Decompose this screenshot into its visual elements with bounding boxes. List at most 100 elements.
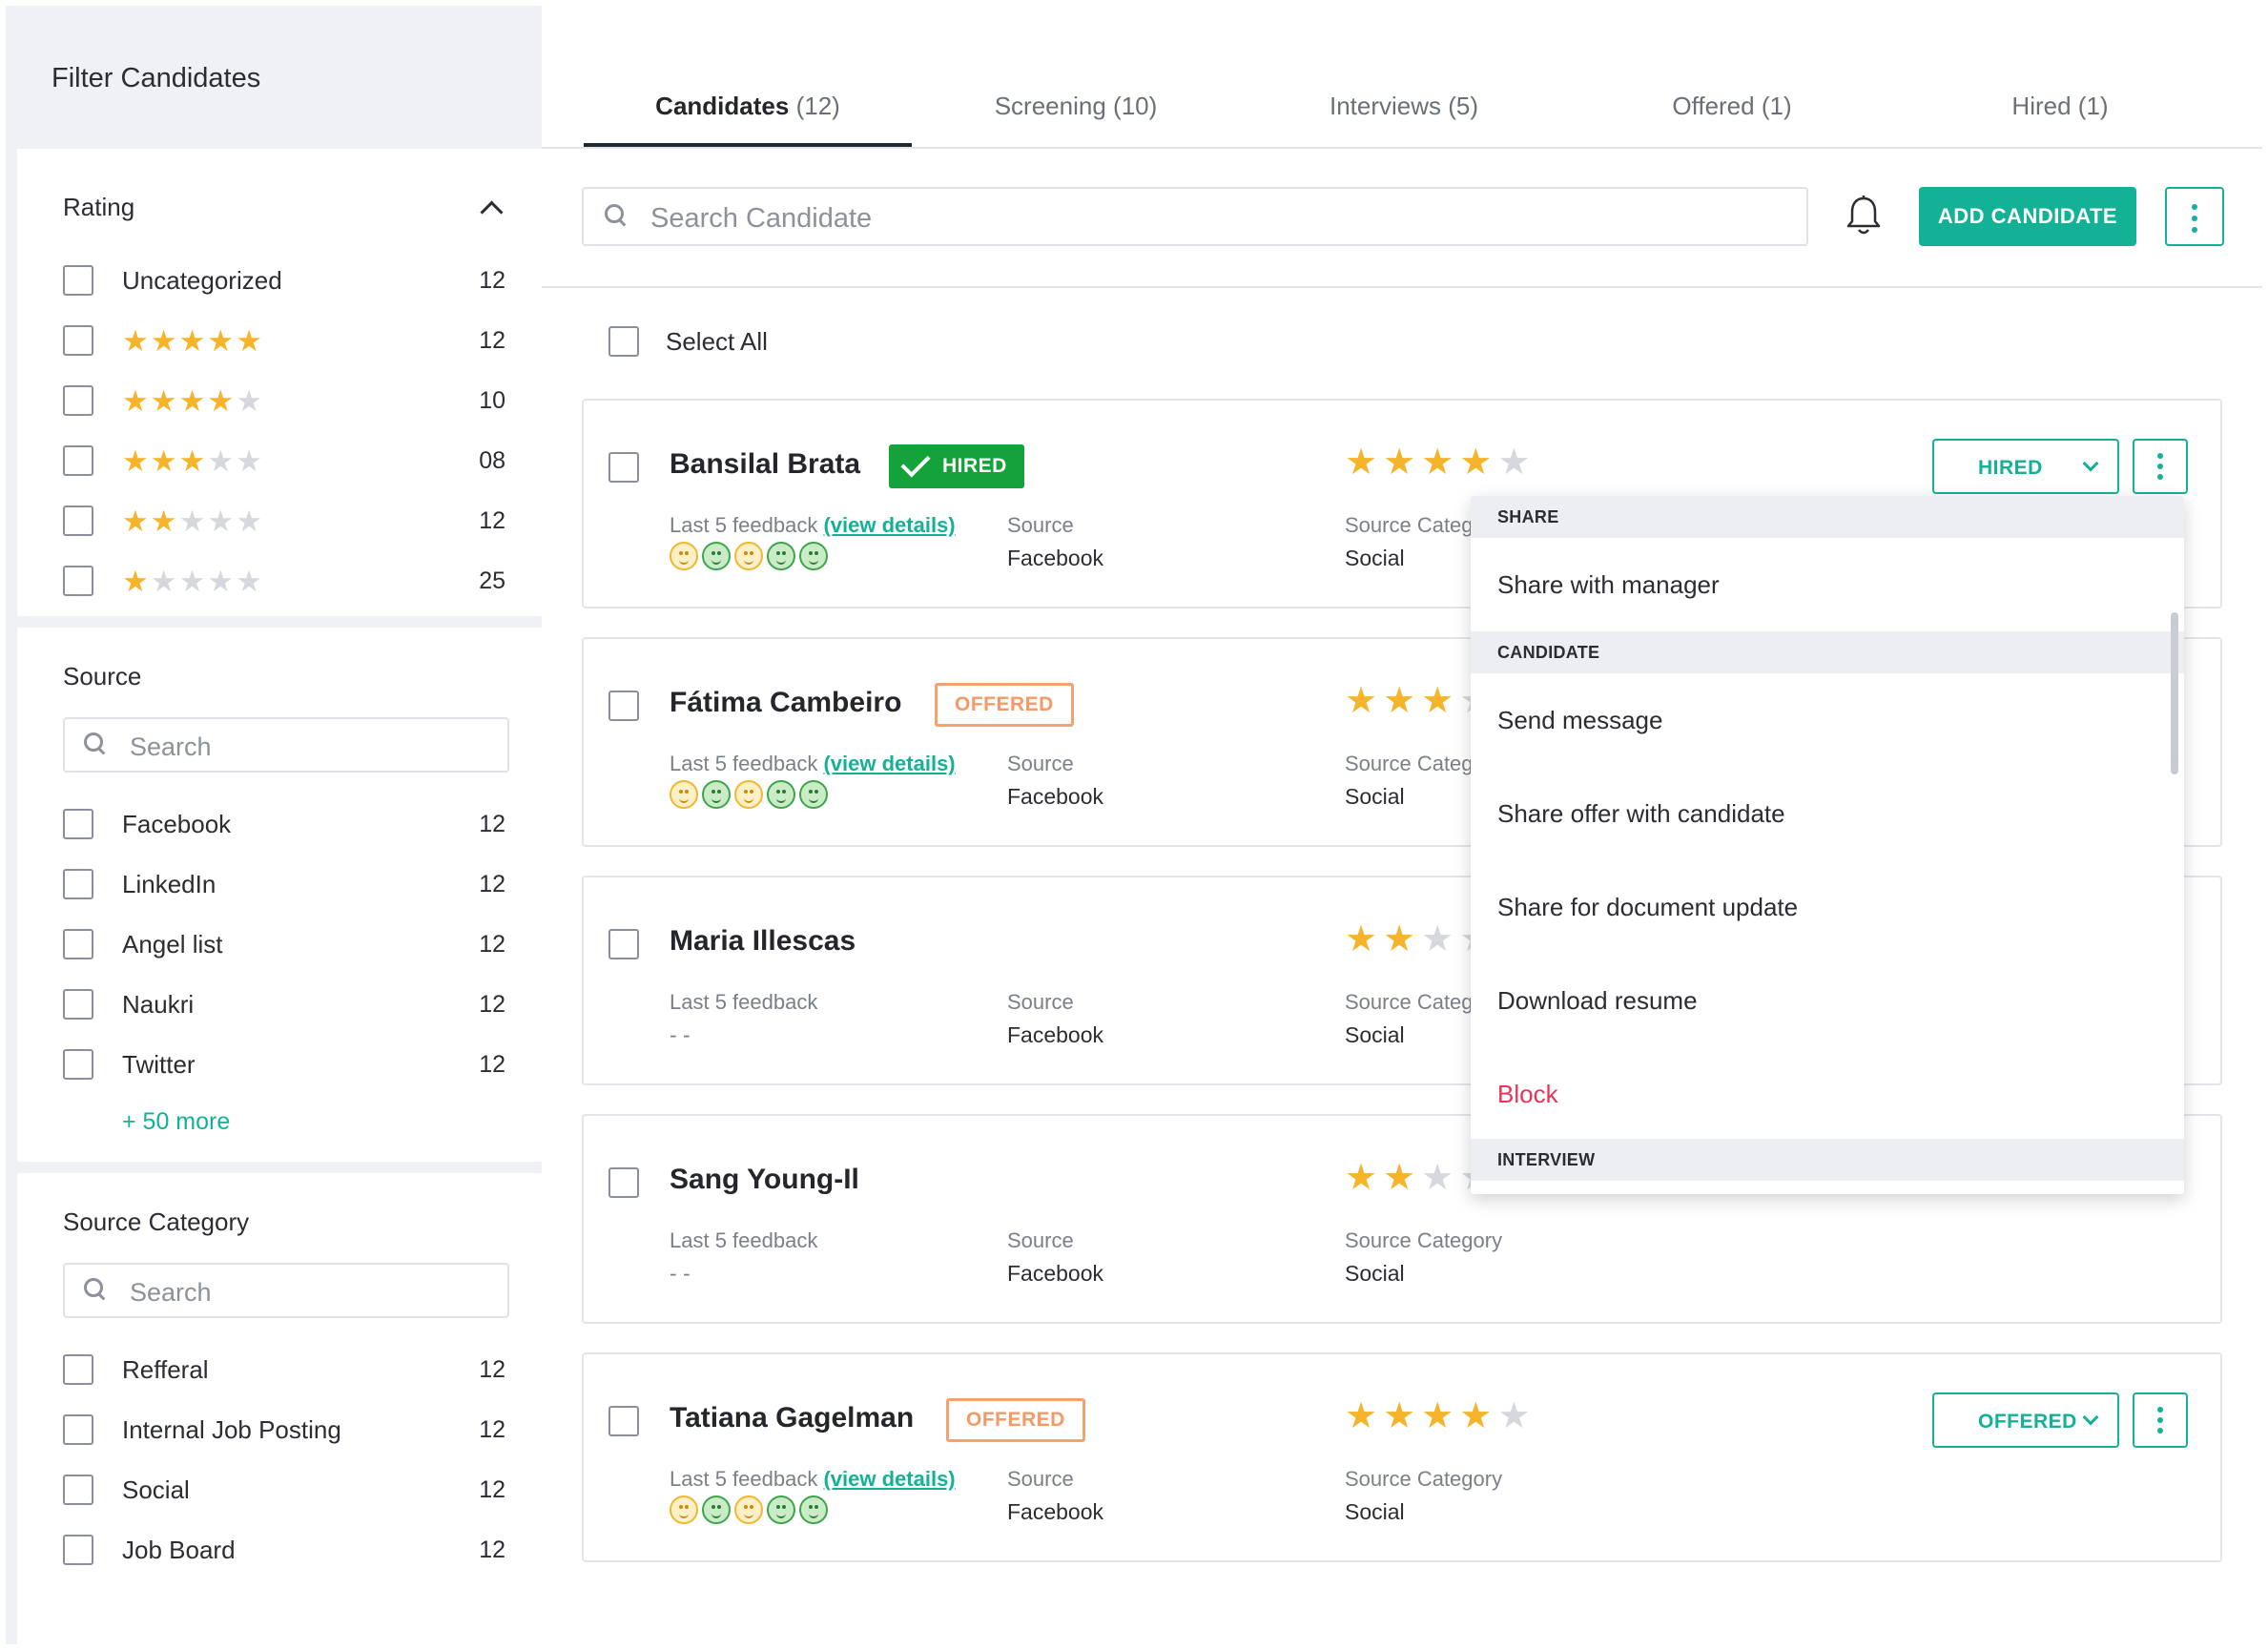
tab-hired[interactable]: Hired (1) bbox=[2011, 92, 2108, 121]
menu-scrollbar[interactable] bbox=[2171, 612, 2178, 774]
tab-screening[interactable]: Screening (10) bbox=[995, 92, 1158, 121]
filter-label: Twitter bbox=[122, 1049, 196, 1079]
candidate-checkbox[interactable] bbox=[608, 1406, 639, 1436]
menu-item-share-offer[interactable]: Share offer with candidate bbox=[1497, 799, 1785, 828]
candidate-name[interactable]: Sang Young-Il bbox=[670, 1164, 859, 1195]
collapse-chevron-icon[interactable] bbox=[480, 200, 504, 224]
checkbox[interactable] bbox=[63, 385, 93, 416]
rating-filter-4-stars[interactable]: ★ ★ ★ ★ ★ 10 bbox=[63, 382, 505, 420]
checkbox[interactable] bbox=[63, 989, 93, 1020]
candidate-name[interactable]: Tatiana Gagelman bbox=[670, 1402, 915, 1433]
source-filter-linkedin[interactable]: LinkedIn 12 bbox=[63, 865, 505, 903]
tab-interviews[interactable]: Interviews (5) bbox=[1330, 92, 1478, 121]
menu-item-download-resume[interactable]: Download resume bbox=[1497, 986, 1698, 1015]
check-icon bbox=[900, 447, 931, 478]
menu-item-share-document-update[interactable]: Share for document update bbox=[1497, 893, 1799, 921]
checkbox[interactable] bbox=[63, 929, 93, 959]
star-rating-icon: ★ ★ ★ ★ ★ bbox=[122, 564, 262, 598]
show-more-sources-link[interactable]: + 50 more bbox=[122, 1108, 231, 1135]
notification-bell-icon[interactable] bbox=[1845, 195, 1883, 237]
candidate-checkbox[interactable] bbox=[608, 929, 639, 959]
menu-item-send-message[interactable]: Send message bbox=[1497, 706, 1663, 734]
checkbox[interactable] bbox=[63, 809, 93, 839]
candidate-menu-button[interactable] bbox=[2133, 1392, 2188, 1448]
source-category-filter-section: Source Category Search Refferal 12 Inter… bbox=[17, 1173, 542, 1644]
status-dropdown[interactable]: HIRED bbox=[1932, 439, 2119, 494]
feedback-label: Last 5 feedback (view details) bbox=[670, 752, 956, 775]
source-heading: Source bbox=[63, 662, 142, 691]
checkbox[interactable] bbox=[63, 265, 93, 296]
source-filter-naukri[interactable]: Naukri 12 bbox=[63, 985, 505, 1023]
category-filter-social[interactable]: Social 12 bbox=[63, 1471, 505, 1509]
candidate-name[interactable]: Fátima Cambeiro bbox=[670, 687, 902, 718]
tab-count: (1) bbox=[2077, 92, 2109, 120]
toolbar: Search Candidate ADD CANDIDATE bbox=[542, 147, 2262, 288]
candidate-star-rating[interactable]: ★★★★★ bbox=[1345, 919, 1530, 959]
category-filter-internal-job-posting[interactable]: Internal Job Posting 12 bbox=[63, 1411, 505, 1449]
more-options-button[interactable] bbox=[2165, 187, 2224, 246]
tab-offered[interactable]: Offered (1) bbox=[1672, 92, 1791, 121]
source-search-input[interactable]: Search bbox=[63, 717, 509, 773]
checkbox[interactable] bbox=[63, 505, 93, 536]
candidate-star-rating[interactable]: ★★★★★ bbox=[1345, 443, 1531, 483]
candidate-checkbox[interactable] bbox=[608, 691, 639, 721]
checkbox[interactable] bbox=[63, 1049, 93, 1080]
rating-filter-1-star[interactable]: ★ ★ ★ ★ ★ 25 bbox=[63, 562, 505, 600]
search-placeholder: Search bbox=[130, 732, 212, 761]
filter-count: 12 bbox=[479, 1355, 505, 1383]
checkbox[interactable] bbox=[63, 1414, 93, 1445]
tab-candidates[interactable]: Candidates (12) bbox=[655, 92, 840, 121]
select-all-checkbox[interactable] bbox=[608, 326, 639, 357]
source-category-search-input[interactable]: Search bbox=[63, 1263, 509, 1318]
star-rating-icon: ★ ★ ★ ★ ★ bbox=[122, 323, 262, 358]
candidate-name[interactable]: Bansilal Brata bbox=[670, 448, 861, 480]
rating-filter-3-stars[interactable]: ★ ★ ★ ★ ★ 08 bbox=[63, 442, 505, 480]
select-all[interactable]: Select All bbox=[608, 326, 768, 357]
feedback-empty: - - bbox=[670, 1261, 691, 1286]
candidate-checkbox[interactable] bbox=[608, 452, 639, 483]
checkbox[interactable] bbox=[63, 1475, 93, 1505]
neutral-face-icon bbox=[670, 780, 698, 809]
source-filter-facebook[interactable]: Facebook 12 bbox=[63, 805, 505, 843]
view-details-link[interactable]: (view details) bbox=[823, 752, 956, 775]
candidate-card[interactable]: Bansilal Brata HIRED Last 5 feedback (vi… bbox=[582, 399, 2222, 608]
feedback-faces bbox=[670, 1495, 828, 1524]
category-filter-refferal[interactable]: Refferal 12 bbox=[63, 1351, 505, 1389]
source-category-value: Social bbox=[1345, 784, 1405, 809]
view-details-link[interactable]: (view details) bbox=[823, 513, 956, 537]
candidate-menu-button[interactable] bbox=[2133, 439, 2188, 494]
tab-count: (10) bbox=[1113, 92, 1158, 120]
source-filter-angel-list[interactable]: Angel list 12 bbox=[63, 925, 505, 963]
checkbox[interactable] bbox=[63, 1354, 93, 1385]
candidate-star-rating[interactable]: ★★★★★ bbox=[1345, 1396, 1531, 1436]
candidate-search-input[interactable]: Search Candidate bbox=[582, 187, 1808, 246]
candidate-checkbox[interactable] bbox=[608, 1167, 639, 1198]
hired-badge: HIRED bbox=[889, 444, 1024, 488]
checkbox[interactable] bbox=[63, 869, 93, 899]
checkbox[interactable] bbox=[63, 566, 93, 596]
view-details-link[interactable]: (view details) bbox=[823, 1467, 956, 1491]
feedback-label: Last 5 feedback bbox=[670, 1228, 818, 1252]
checkbox[interactable] bbox=[63, 1535, 93, 1565]
add-candidate-button[interactable]: ADD CANDIDATE bbox=[1919, 187, 2136, 246]
happy-face-icon bbox=[702, 1495, 731, 1524]
rating-filter-uncategorized[interactable]: Uncategorized 12 bbox=[63, 261, 505, 299]
filter-label: Naukri bbox=[122, 989, 195, 1019]
source-filter-twitter[interactable]: Twitter 12 bbox=[63, 1045, 505, 1083]
candidate-name[interactable]: Maria Illescas bbox=[670, 925, 856, 957]
menu-item-block[interactable]: Block bbox=[1497, 1080, 1558, 1108]
candidate-card[interactable]: Tatiana Gagelman OFFERED Last 5 feedback… bbox=[582, 1352, 2222, 1562]
checkbox[interactable] bbox=[63, 445, 93, 476]
category-filter-job-board[interactable]: Job Board 12 bbox=[63, 1531, 505, 1569]
status-dropdown[interactable]: OFFERED bbox=[1932, 1392, 2119, 1448]
tab-label: Interviews bbox=[1329, 92, 1442, 120]
filter-count: 12 bbox=[479, 326, 505, 354]
happy-face-icon bbox=[799, 780, 828, 809]
menu-item-share-with-manager[interactable]: Share with manager bbox=[1497, 570, 1720, 599]
rating-filter-2-stars[interactable]: ★ ★ ★ ★ ★ 12 bbox=[63, 502, 505, 540]
rating-filter-5-stars[interactable]: ★ ★ ★ ★ ★ 12 bbox=[63, 321, 505, 360]
menu-section-candidate: CANDIDATE bbox=[1471, 631, 2184, 673]
source-label: Source bbox=[1007, 1228, 1074, 1252]
star-rating-icon: ★ ★ ★ ★ ★ bbox=[122, 504, 262, 538]
checkbox[interactable] bbox=[63, 325, 93, 356]
